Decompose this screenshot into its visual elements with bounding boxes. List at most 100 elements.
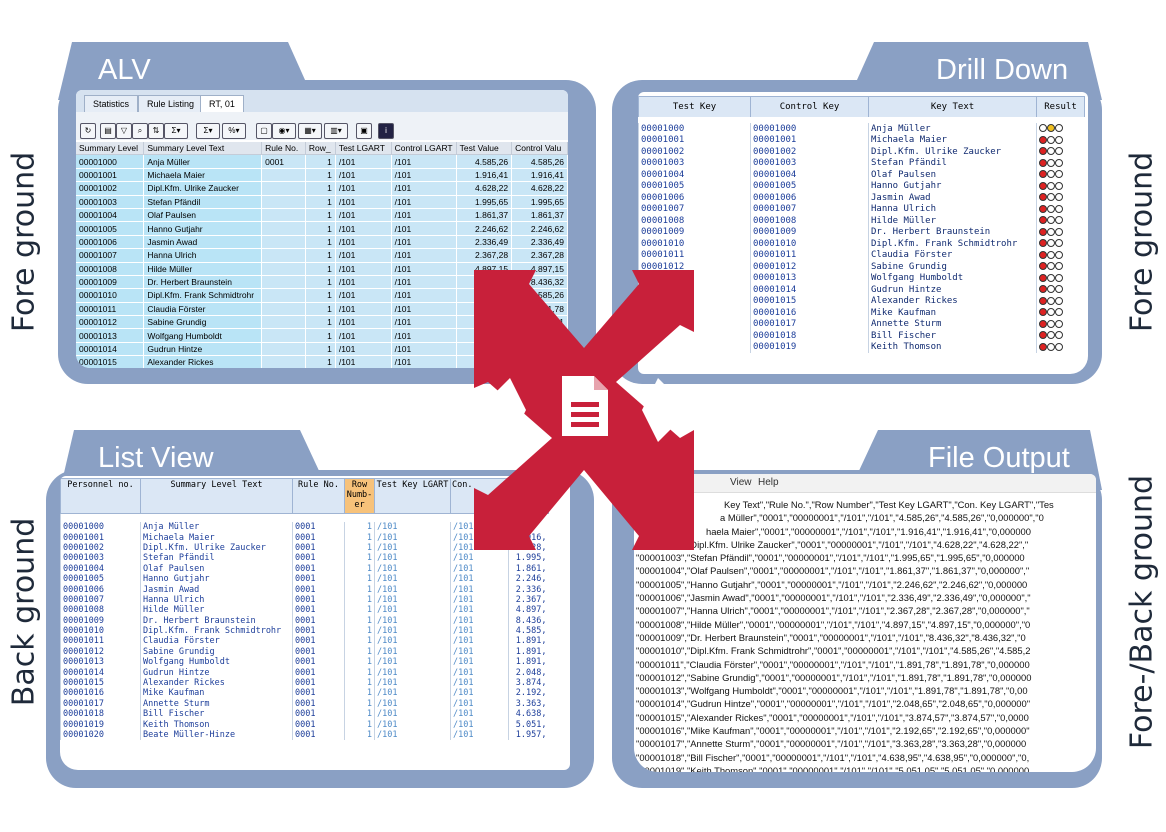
alv-column-header[interactable]: Control LGART bbox=[391, 142, 457, 156]
table-cell: /101 bbox=[335, 168, 392, 183]
traffic-light-icon bbox=[1039, 147, 1063, 157]
table-row: 00001005 Hanno Gutjahr 0001 1/101/101 2.246, bbox=[60, 573, 549, 585]
table-cell bbox=[261, 288, 306, 303]
find-icon[interactable]: ⌕ bbox=[132, 123, 148, 139]
file-output-line: "00001013","Wolfgang Humboldt","0001","0… bbox=[636, 685, 1028, 697]
traffic-light-icon bbox=[1039, 285, 1063, 295]
export-icon[interactable]: %▾ bbox=[222, 123, 246, 139]
sort-icon[interactable]: ⇅ bbox=[148, 123, 164, 139]
traffic-light-icon bbox=[1039, 262, 1063, 272]
result-cell bbox=[1036, 180, 1085, 192]
file-output-line: haela Maier","0001","00000001","/101","/… bbox=[706, 525, 1031, 537]
sum-icon[interactable]: Σ▾ bbox=[164, 123, 188, 139]
table-cell: /101 bbox=[374, 709, 451, 720]
table-cell: 2.246, bbox=[508, 573, 549, 585]
table-cell: Mike Kaufman bbox=[140, 688, 293, 699]
file-output-line: "00001002","Dipl.Kfm. Ulrike Zaucker","0… bbox=[636, 538, 1029, 550]
table-row: 00001004 00001004 Olaf Paulsen bbox=[638, 169, 1085, 181]
subtotal-icon[interactable]: Σ▾ bbox=[196, 123, 220, 139]
print-icon[interactable]: ▤ bbox=[100, 123, 116, 139]
table-cell: 1 bbox=[305, 195, 336, 209]
traffic-light-icon bbox=[1039, 181, 1063, 191]
alv-column-header[interactable]: Test LGART bbox=[335, 142, 392, 156]
file-output-line: "00001017","Annette Sturm","0001","00000… bbox=[636, 738, 1027, 750]
detail-icon[interactable]: ▣ bbox=[356, 123, 372, 139]
alv-column-header[interactable]: Summary Level Text bbox=[143, 142, 263, 156]
layout-icon[interactable]: ◉▾ bbox=[272, 123, 296, 139]
table-cell: 3.363, bbox=[508, 698, 549, 710]
table-cell: 2.336, bbox=[508, 584, 549, 595]
table-cell bbox=[261, 195, 306, 209]
filter-icon[interactable]: ▽ bbox=[116, 123, 132, 139]
light-dot bbox=[1039, 170, 1047, 179]
table-cell: /101 bbox=[374, 615, 451, 626]
traffic-light-icon bbox=[1039, 216, 1063, 226]
info-icon[interactable]: i bbox=[378, 123, 394, 139]
table-cell: /101 bbox=[391, 328, 457, 343]
menu-help[interactable]: Help bbox=[758, 477, 779, 488]
table-cell: /101 bbox=[335, 235, 392, 250]
menu-view[interactable]: View bbox=[730, 477, 752, 488]
light-dot bbox=[1055, 158, 1063, 167]
light-dot bbox=[1039, 193, 1047, 202]
result-cell bbox=[1036, 249, 1085, 261]
refresh-icon[interactable]: ↻ bbox=[80, 123, 96, 139]
table-cell: 1.995, bbox=[508, 553, 549, 564]
table-cell: 1 bbox=[344, 709, 375, 720]
list-view-column-header: Rule No. bbox=[292, 478, 345, 514]
table-row: 00001008 Hilde Müller 1/101/101 4.897,15 4.8… bbox=[76, 262, 568, 276]
table-cell: /101 bbox=[450, 605, 509, 616]
table-cell: 00001003 bbox=[638, 157, 751, 169]
tab-rule-listing[interactable]: Rule Listing bbox=[138, 95, 204, 113]
light-dot bbox=[1039, 285, 1047, 294]
tab-rt-01[interactable]: RT, 01 bbox=[200, 95, 244, 113]
table-cell: 00001010 bbox=[76, 288, 145, 303]
alv-column-header[interactable]: Test Value bbox=[456, 142, 513, 156]
table-cell: 0001 bbox=[292, 646, 345, 658]
file-output-line: "00001019","Keith Thomson","0001","00000… bbox=[636, 764, 1030, 772]
table-cell: 2.246,62 bbox=[456, 221, 513, 236]
table-row: 00001003 Stefan Pfändil 1/101/101 1.995,65 1… bbox=[76, 195, 568, 209]
alv-column-header[interactable]: Control Valu bbox=[511, 142, 568, 156]
grid-icon[interactable]: ▦▾ bbox=[298, 123, 322, 139]
table-cell: 2.246,62 bbox=[511, 221, 568, 236]
light-dot bbox=[1039, 147, 1047, 156]
result-cell bbox=[1036, 318, 1085, 330]
drill-down-column-header: Result bbox=[1036, 96, 1085, 121]
table-cell: 4.628,22 bbox=[511, 181, 568, 196]
table-cell: Michaela Maier bbox=[140, 532, 293, 543]
table-cell: 00001004 bbox=[750, 169, 869, 181]
table-cell: /101 bbox=[450, 625, 509, 637]
table-cell: 1 bbox=[344, 532, 375, 543]
table-cell: 2.367, bbox=[508, 594, 549, 606]
file-output-line: a Müller","0001","00000001","/101","/101… bbox=[720, 512, 1044, 524]
table-cell: Jasmin Awad bbox=[140, 584, 293, 595]
table-cell: /101 bbox=[450, 584, 509, 595]
table-cell: /101 bbox=[450, 573, 509, 585]
table-cell: 2.336,49 bbox=[456, 235, 513, 250]
table-cell: 2.048, bbox=[508, 667, 549, 678]
alv-column-header[interactable]: Summary Level bbox=[76, 142, 145, 156]
table-cell: /101 bbox=[391, 342, 457, 357]
table-cell: 00001004 bbox=[638, 169, 751, 181]
table-cell: 1 bbox=[305, 342, 336, 357]
table-cell: 00001001 bbox=[76, 168, 145, 183]
table-cell: 2.367,28 bbox=[456, 248, 513, 263]
alv-grid: Summary Level Summary Level Text Rule No. R… bbox=[76, 142, 568, 368]
tab-statistics[interactable]: Statistics bbox=[84, 95, 139, 113]
list-view-tab-shape bbox=[60, 430, 328, 490]
table-row: 0000101300001013Wolfgang Humboldt bbox=[638, 272, 1085, 284]
light-dot bbox=[1047, 342, 1055, 351]
view-icon[interactable]: ▢ bbox=[256, 123, 272, 139]
table-row: 00001003 Stefan Pfändil 0001 1/101/101 1.995… bbox=[60, 553, 549, 564]
alv-column-header[interactable]: Row_ bbox=[305, 142, 336, 156]
table-cell: /101 bbox=[374, 729, 451, 741]
chart-icon[interactable]: ▥▾ bbox=[324, 123, 348, 139]
table-cell: /101 bbox=[374, 636, 451, 647]
table-cell: 0001 bbox=[292, 729, 345, 741]
table-cell: /101 bbox=[374, 573, 451, 585]
table-cell: 0001 bbox=[292, 532, 345, 543]
table-cell: 0001 bbox=[292, 605, 345, 616]
table-cell: 1.916,41 bbox=[456, 168, 513, 183]
alv-column-header[interactable]: Rule No. bbox=[261, 142, 306, 156]
